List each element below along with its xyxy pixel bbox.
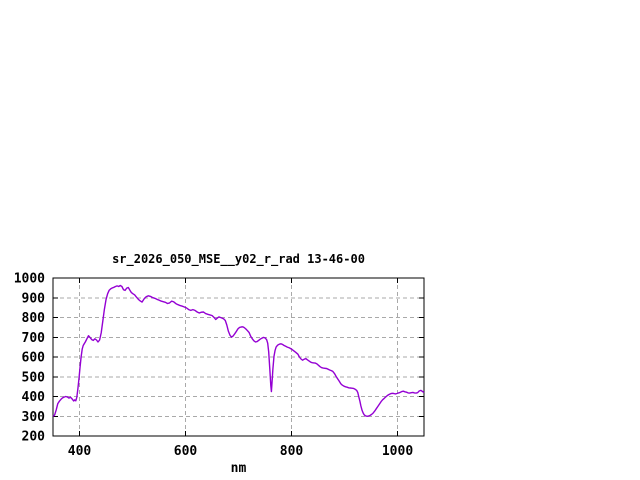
x-tick-label: 600 bbox=[174, 444, 198, 459]
radiance-curve bbox=[52, 284, 425, 417]
y-tick-label: 500 bbox=[22, 370, 46, 385]
x-tick-label: 400 bbox=[68, 444, 92, 459]
y-tick-label: 300 bbox=[22, 410, 46, 425]
y-tick-label: 800 bbox=[22, 311, 46, 326]
y-tick-label: 200 bbox=[22, 430, 46, 445]
y-tick-label: 400 bbox=[22, 390, 46, 405]
chart-title: sr_2026_050_MSE__y02_r_rad 13-46-00 bbox=[112, 252, 365, 266]
x-axis-label: nm bbox=[230, 461, 247, 476]
y-tick-label: 700 bbox=[22, 331, 46, 346]
plot-border bbox=[52, 277, 425, 437]
y-tick-label: 1000 bbox=[14, 272, 45, 287]
y-tick-label: 600 bbox=[22, 351, 46, 366]
x-tick-label: 1000 bbox=[382, 444, 413, 459]
y-tick-label: 900 bbox=[22, 291, 46, 306]
x-tick-label: 800 bbox=[280, 444, 304, 459]
